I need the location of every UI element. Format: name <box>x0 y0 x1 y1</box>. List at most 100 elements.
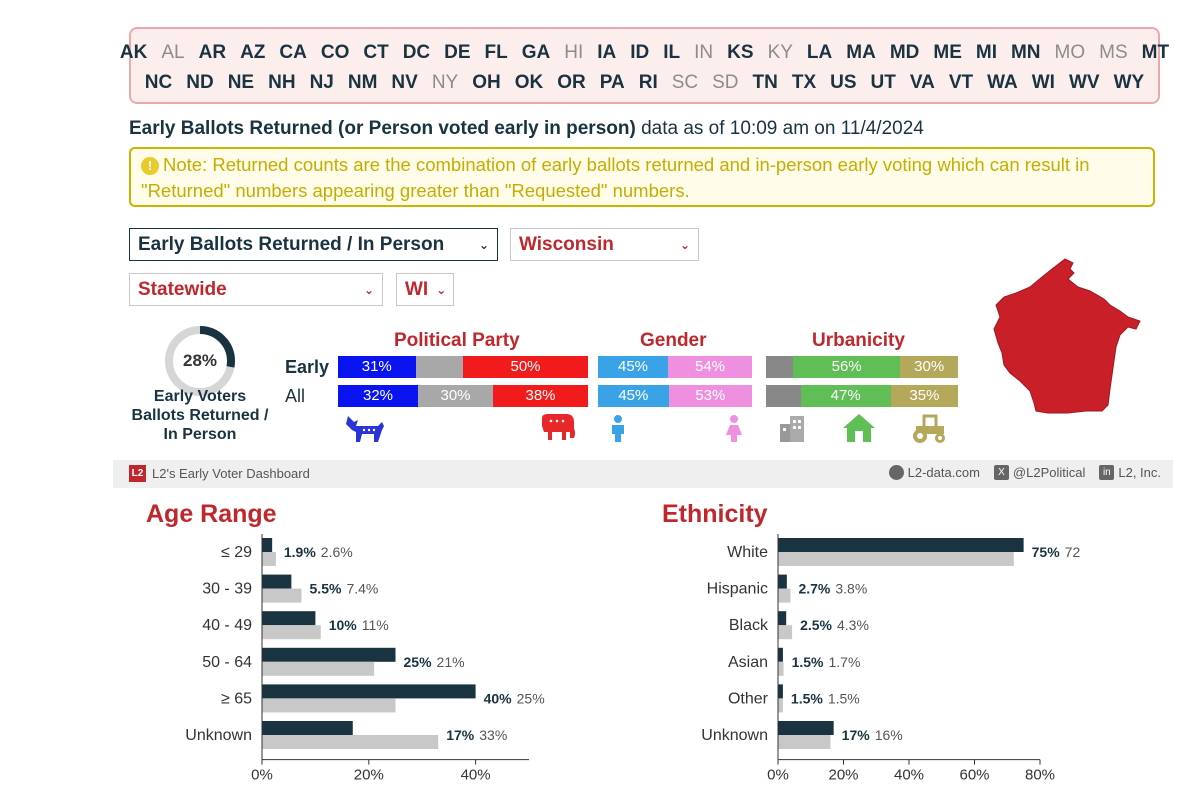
all-bar <box>262 552 276 566</box>
state-nc[interactable]: NC <box>144 72 173 93</box>
all-value: 72% <box>1065 544 1080 560</box>
early-bar <box>778 647 783 662</box>
early-value: 1.5% <box>791 690 823 706</box>
value-label: 40% 25% <box>484 690 545 706</box>
early-bar <box>778 721 834 735</box>
early-bar <box>262 721 353 735</box>
early-value: 17% <box>446 727 475 743</box>
state-in[interactable]: IN <box>694 42 714 63</box>
state-nm[interactable]: NM <box>347 72 378 93</box>
category-label: Other <box>728 690 769 707</box>
state-hi[interactable]: HI <box>564 42 584 63</box>
data-heading: Early Ballots Returned (or Person voted … <box>129 118 924 140</box>
category-label: 30 - 39 <box>202 581 252 598</box>
state-select[interactable]: Wisconsin ⌄ <box>510 228 699 261</box>
metric-select[interactable]: Early Ballots Returned / In Person ⌄ <box>129 228 498 261</box>
state-al[interactable]: AL <box>161 42 185 63</box>
x-tick-label: 20% <box>828 767 858 784</box>
state-wa[interactable]: WA <box>987 72 1018 93</box>
state-ut[interactable]: UT <box>870 72 896 93</box>
linkedin-link[interactable]: in L2, Inc. <box>1099 465 1161 480</box>
all-value: 21% <box>437 654 465 670</box>
state-co[interactable]: CO <box>320 42 350 63</box>
early-gender-bar: 45% 54% <box>598 356 752 378</box>
state-oh[interactable]: OH <box>472 72 501 93</box>
x-icon: X <box>993 465 1009 480</box>
donut-chart <box>165 326 235 396</box>
state-tn[interactable]: TN <box>752 72 778 93</box>
state-ca[interactable]: CA <box>279 42 307 63</box>
state-ne[interactable]: NE <box>227 72 255 93</box>
state-id[interactable]: ID <box>630 42 650 63</box>
heading-timestamp: data as of 10:09 am on 11/4/2024 <box>635 118 924 139</box>
state-ok[interactable]: OK <box>514 72 544 93</box>
state-ar[interactable]: AR <box>198 42 227 63</box>
x-link[interactable]: X @L2Political <box>993 465 1085 480</box>
state-ky[interactable]: KY <box>767 42 793 63</box>
tractor-icon <box>913 414 945 443</box>
state-de[interactable]: DE <box>444 42 471 63</box>
state-wv[interactable]: WV <box>1068 72 1100 93</box>
state-nj[interactable]: NJ <box>309 72 334 93</box>
state-va[interactable]: VA <box>909 72 935 93</box>
state-md[interactable]: MD <box>889 42 920 63</box>
l2-logo-icon: L2 <box>129 465 146 482</box>
state-nv[interactable]: NV <box>391 72 418 93</box>
female-icon <box>726 415 742 442</box>
state-wy[interactable]: WY <box>1113 72 1145 93</box>
state-ks[interactable]: KS <box>727 42 754 63</box>
chevron-down-icon: ⌄ <box>478 237 489 252</box>
state-la[interactable]: LA <box>806 42 833 63</box>
state-ak[interactable]: AK <box>119 42 148 63</box>
state-fl[interactable]: FL <box>484 42 508 63</box>
early-value: 75% <box>1032 544 1061 560</box>
bar-segment: 35% <box>890 385 958 407</box>
early-bar <box>262 684 476 699</box>
city-buildings-icon <box>780 416 804 442</box>
state-ia[interactable]: IA <box>597 42 617 63</box>
state-mi[interactable]: MI <box>975 42 997 63</box>
all-value: 2.6% <box>321 544 353 560</box>
social-links: L2-data.com X @L2Political in L2, Inc. <box>888 465 1161 480</box>
value-label: 17% 16% <box>842 727 903 743</box>
early-bar <box>778 574 787 589</box>
state-ct[interactable]: CT <box>363 42 389 63</box>
state-mt[interactable]: MT <box>1141 42 1170 63</box>
all-bar <box>262 661 375 676</box>
state-ny[interactable]: NY <box>431 72 459 93</box>
all-value: 4.3% <box>837 617 869 633</box>
state-us[interactable]: US <box>830 72 857 93</box>
state-dc[interactable]: DC <box>402 42 431 63</box>
website-link[interactable]: L2-data.com <box>888 465 980 480</box>
state-vt[interactable]: VT <box>948 72 974 93</box>
early-bar <box>262 538 273 552</box>
state-ri[interactable]: RI <box>638 72 658 93</box>
donut-fill <box>165 326 235 396</box>
state-nh[interactable]: NH <box>268 72 296 93</box>
state-ms[interactable]: MS <box>1099 42 1128 63</box>
state-az[interactable]: AZ <box>240 42 266 63</box>
state-me[interactable]: ME <box>933 42 962 63</box>
state-or[interactable]: OR <box>557 72 586 93</box>
metric-select-value: Early Ballots Returned / In Person <box>138 233 445 255</box>
value-label: 1.9% 2.6% <box>284 544 353 560</box>
all-value: 1.7% <box>828 654 860 670</box>
early-value: 1.9% <box>284 544 316 560</box>
value-label: 2.5% 4.3% <box>800 617 869 633</box>
value-label: 1.5% 1.7% <box>792 654 861 670</box>
state-ga[interactable]: GA <box>521 42 551 63</box>
state-wi[interactable]: WI <box>1031 72 1055 93</box>
abbr-select[interactable]: WI ⌄ <box>396 273 454 306</box>
state-ma[interactable]: MA <box>846 42 876 63</box>
state-tx[interactable]: TX <box>791 72 817 93</box>
state-pa[interactable]: PA <box>599 72 625 93</box>
region-select-value: Statewide <box>138 278 227 300</box>
state-mo[interactable]: MO <box>1054 42 1086 63</box>
state-sd[interactable]: SD <box>712 72 739 93</box>
state-il[interactable]: IL <box>663 42 681 63</box>
state-nd[interactable]: ND <box>186 72 214 93</box>
state-sc[interactable]: SC <box>671 72 699 93</box>
note-text: Note: Returned counts are the combinatio… <box>141 154 1090 201</box>
state-mn[interactable]: MN <box>1010 42 1041 63</box>
region-select[interactable]: Statewide ⌄ <box>129 273 383 306</box>
